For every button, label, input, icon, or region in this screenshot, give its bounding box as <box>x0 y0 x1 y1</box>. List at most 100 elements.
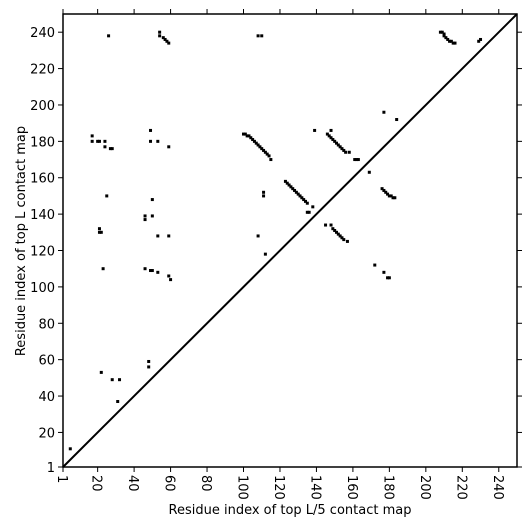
contact-point <box>103 139 107 143</box>
contact-point <box>110 378 114 382</box>
contact-point <box>307 210 311 214</box>
contact-point <box>451 41 455 45</box>
contact-point <box>331 227 335 231</box>
y-tick-label: 40 <box>38 390 55 405</box>
contact-point <box>90 134 94 138</box>
contact-point <box>147 359 151 363</box>
contact-point <box>110 147 114 151</box>
contact-point <box>103 145 107 149</box>
contact-point <box>254 141 258 145</box>
contact-point <box>477 39 481 43</box>
contact-point <box>262 148 266 152</box>
contact-point <box>258 145 262 149</box>
contact-point <box>294 190 298 194</box>
y-tick-label: 220 <box>30 63 55 78</box>
contact-point <box>256 234 260 238</box>
contact-point <box>96 139 100 143</box>
contact-point <box>340 236 344 240</box>
contact-point <box>265 152 269 156</box>
x-tick-label: 60 <box>162 475 177 492</box>
contact-point <box>442 32 446 36</box>
contact-point <box>373 263 377 267</box>
contact-point <box>163 37 167 41</box>
contact-point <box>313 128 317 132</box>
contact-point <box>247 134 251 138</box>
contact-point <box>302 198 306 202</box>
y-tick-label: 80 <box>38 317 55 332</box>
contact-point <box>108 147 112 151</box>
contact-point <box>118 378 122 382</box>
contact-point <box>387 194 391 198</box>
contact-point <box>161 36 165 40</box>
contact-point <box>243 132 247 136</box>
contact-point <box>249 136 253 140</box>
contact-point <box>334 141 338 145</box>
contact-point <box>438 30 442 34</box>
contact-point <box>283 179 287 183</box>
contact-point <box>440 30 444 34</box>
plot-frame <box>62 13 518 468</box>
contact-point <box>311 205 315 209</box>
y-tick-label: 20 <box>38 426 55 441</box>
contact-point <box>101 267 105 271</box>
contact-point <box>329 136 333 140</box>
contact-point <box>389 194 393 198</box>
contact-point <box>387 276 391 280</box>
contact-point <box>158 30 162 34</box>
y-tick-label: 200 <box>30 99 55 114</box>
y-tick-label: 120 <box>30 245 55 260</box>
contact-point <box>289 185 293 189</box>
contact-point <box>262 194 266 198</box>
y-tick-label: 1 <box>47 461 55 476</box>
contact-point <box>97 230 101 234</box>
contact-point <box>269 158 273 162</box>
x-tick-label: 160 <box>344 475 359 500</box>
x-tick-label: 1 <box>54 475 69 483</box>
x-tick-label: 180 <box>380 475 395 500</box>
contact-point <box>479 37 483 41</box>
contact-point <box>97 139 101 143</box>
contact-point <box>143 214 147 218</box>
contact-point <box>99 370 103 374</box>
contact-point <box>386 192 390 196</box>
contact-point <box>303 199 307 203</box>
contact-point <box>68 447 72 451</box>
y-tick-label: 180 <box>30 135 55 150</box>
contact-point <box>448 39 452 43</box>
contact-point <box>340 147 344 151</box>
contact-point <box>382 188 386 192</box>
contact-point <box>344 150 348 154</box>
x-tick-label: 240 <box>490 475 505 500</box>
contact-point <box>347 150 351 154</box>
contact-point <box>260 34 264 38</box>
contact-point <box>355 158 359 162</box>
contact-point <box>242 132 246 136</box>
contact-point <box>291 187 295 191</box>
contact-point <box>453 41 457 45</box>
x-tick-label: 120 <box>271 475 286 500</box>
contact-point <box>386 276 390 280</box>
contact-point <box>331 138 335 142</box>
contact-point <box>287 183 291 187</box>
contact-point <box>367 170 371 174</box>
contact-point <box>329 223 333 227</box>
contact-point <box>342 148 346 152</box>
contact-point <box>336 232 340 236</box>
y-tick-label: 240 <box>30 26 55 41</box>
contact-point <box>167 274 171 278</box>
contact-point <box>293 188 297 192</box>
contact-point <box>156 234 160 238</box>
contact-point <box>256 143 260 147</box>
contact-point <box>156 270 160 274</box>
contact-point <box>97 227 101 231</box>
contact-point <box>149 139 153 143</box>
x-tick-label: 20 <box>89 475 104 492</box>
contact-point <box>336 143 340 147</box>
contact-point <box>298 194 302 198</box>
contact-point <box>90 139 94 143</box>
contact-point <box>356 158 360 162</box>
contact-point <box>169 278 173 282</box>
contact-point <box>327 134 331 138</box>
contact-point <box>285 181 289 185</box>
contact-point <box>353 158 357 162</box>
